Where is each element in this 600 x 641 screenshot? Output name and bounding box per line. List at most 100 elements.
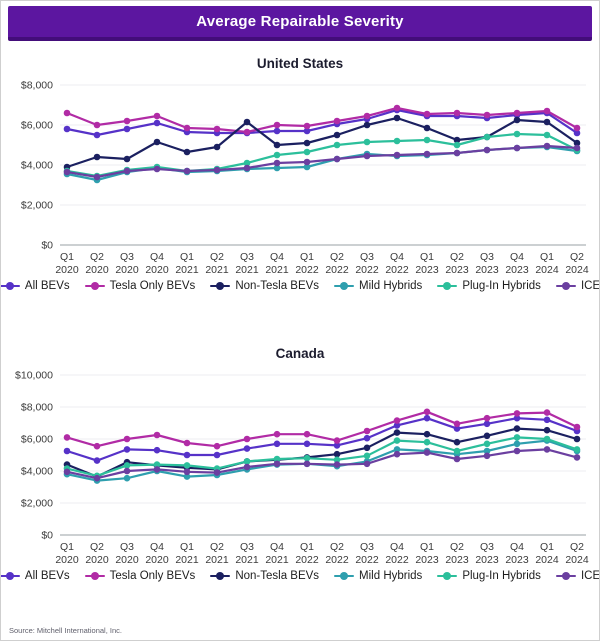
data-point-marker [273,430,281,438]
canada-legend: All BEVs Tesla Only BEVs Non-Tesla BEVs Mil… [1,570,599,582]
x-tick-label: Q1 2024 [535,541,559,566]
x-tick-label: Q1 2021 [175,541,199,566]
data-point-marker [63,125,71,133]
legend-item-all-bevs: All BEVs [1,280,70,292]
data-point-marker [273,141,281,149]
data-point-marker [123,462,131,469]
data-point-marker [423,150,431,158]
x-tick-label: Q3 2022 [355,251,379,276]
legend-item-plug-in-hybrids: Plug-In Hybrids [437,280,541,292]
data-point-marker [513,440,521,448]
legend-item-mild-hybrids: Mild Hybrids [334,280,422,292]
legend-label: ICE [580,280,600,292]
data-point-marker [543,435,551,443]
us-chart-section: United States $0 $2,000 $4,000 $6,000 $8,000… [1,56,599,292]
series-all-bevs [63,414,581,464]
data-point-marker [393,137,401,145]
data-point-marker [513,447,521,455]
x-tick-label: Q4 2023 [505,251,529,276]
x-tick-label: Q2 2023 [445,251,469,276]
x-tick-label: Q3 2021 [235,251,259,276]
data-point-marker [543,409,551,416]
legend-item-ice: ICE [555,570,600,582]
data-point-marker [573,446,581,453]
legend-item-ice: ICE [555,280,600,292]
data-point-marker [513,144,521,152]
series-line [65,410,579,448]
canada-chart-section: Canada $0 $2,000 $4,000 $6,000 $8,000 $10,000… [1,346,599,582]
y-tick-label: $0 [41,530,53,542]
data-point-marker [153,446,161,454]
legend-label: Plug-In Hybrids [462,280,541,292]
x-tick-label: Q1 2021 [175,251,199,276]
y-tick-label: $2,000 [21,200,53,212]
data-point-marker [333,131,341,139]
data-point-marker [273,121,281,129]
data-point-marker [453,136,461,144]
y-tick-label: $2,000 [21,498,53,510]
data-point-marker [183,468,191,476]
data-point-marker [303,122,311,130]
data-point-marker [363,460,371,468]
data-point-marker [93,173,101,181]
legend-item-mild-hybrids: Mild Hybrids [334,570,422,582]
series-plug-in-hybrids [63,434,581,480]
header-bar: Average Repairable Severity [8,6,592,41]
data-point-marker [483,420,491,428]
data-point-marker [123,125,131,133]
data-point-marker [423,414,431,422]
data-point-marker [393,151,401,159]
data-point-marker [393,429,401,436]
series-ice [63,446,581,482]
data-point-marker [243,435,251,443]
us-legend: All BEVs Tesla Only BEVs Non-Tesla BEVs Mil… [1,280,599,292]
data-point-marker [333,117,341,125]
data-point-marker [123,467,131,475]
data-point-marker [573,129,581,137]
data-point-marker [213,442,221,450]
data-point-marker [333,450,341,458]
data-point-marker [213,451,221,459]
data-point-marker [393,417,401,424]
data-point-marker [573,454,581,461]
data-point-marker [393,114,401,122]
data-point-marker [63,468,71,476]
data-point-marker [333,437,341,444]
data-point-marker [153,119,161,127]
series-line [65,448,579,480]
x-tick-label: Q1 2023 [415,251,439,276]
x-tick-label: Q4 2020 [145,541,169,566]
x-tick-label: Q3 2023 [475,541,499,566]
legend-marker-icon [210,572,231,581]
legend-marker-icon [84,572,105,581]
y-tick-label: $8,000 [21,402,53,414]
data-point-marker [543,142,551,150]
data-point-marker [303,454,311,462]
x-tick-label: Q2 2023 [445,541,469,566]
data-point-marker [513,109,521,117]
data-point-marker [183,473,191,480]
x-tick-label: Q3 2023 [475,251,499,276]
data-point-marker [63,109,71,117]
data-point-marker [333,155,341,163]
y-tick-label: $4,000 [21,160,53,172]
data-point-marker [123,167,131,175]
data-point-marker [243,458,251,465]
data-point-marker [303,430,311,438]
series-non-tesla-bevs [63,114,581,171]
gridlines [60,374,586,536]
data-point-marker [453,109,461,117]
x-tick-label: Q3 2020 [115,541,139,566]
y-tick-label: $8,000 [21,80,53,92]
x-tick-label: Q1 2024 [535,251,559,276]
data-point-marker [273,164,281,172]
data-point-marker [93,474,101,482]
data-point-marker [333,461,341,468]
y-tick-label: $6,000 [21,434,53,446]
legend-label: ICE [580,570,600,582]
legend-item-non-tesla-bevs: Non-Tesla BEVs [210,570,319,582]
